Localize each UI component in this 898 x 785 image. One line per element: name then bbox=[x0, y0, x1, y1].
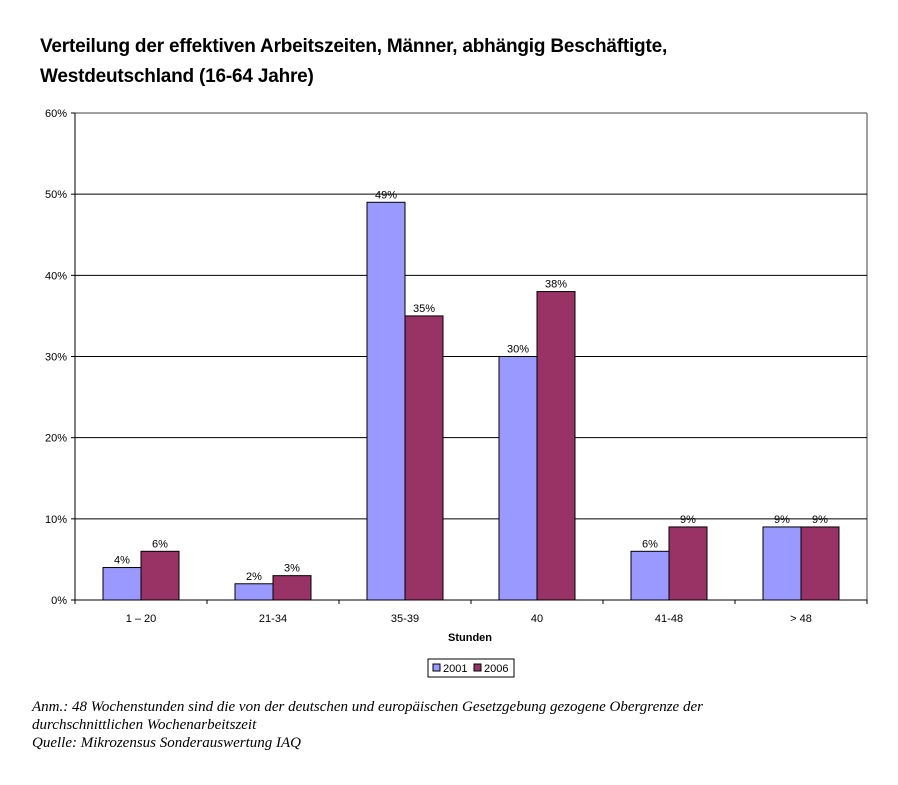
bar-2001 bbox=[366, 201, 406, 601]
bar-2006 bbox=[404, 315, 444, 601]
bar-2006 bbox=[800, 526, 840, 601]
data-label-2006: 6% bbox=[152, 538, 168, 550]
x-tick-label: 35-39 bbox=[391, 613, 419, 625]
data-label-2001: 49% bbox=[375, 189, 397, 201]
bar-2006 bbox=[536, 291, 576, 601]
footnote-source: Quelle: Mikrozensus Sonderauswertung IAQ bbox=[32, 735, 301, 751]
chart-title-line-1: Verteilung der effektiven Arbeitszeiten,… bbox=[40, 36, 668, 57]
y-tick-label: 20% bbox=[45, 433, 67, 445]
data-label-2001: 9% bbox=[774, 514, 790, 526]
bar-2006 bbox=[668, 526, 708, 601]
legend-label-2001: 2001 bbox=[443, 663, 467, 675]
chart-title-line-2: Westdeutschland (16-64 Jahre) bbox=[40, 66, 314, 87]
data-label-2006: 38% bbox=[545, 279, 567, 291]
bar-2001 bbox=[102, 567, 142, 601]
y-tick-label: 10% bbox=[45, 514, 67, 526]
footnote-annotation-cont: durchschnittlichen Wochenarbeitszeit bbox=[32, 717, 257, 733]
bar-2001 bbox=[498, 356, 538, 601]
y-tick-label: 0% bbox=[51, 595, 67, 607]
legend-swatch-2001 bbox=[432, 663, 441, 672]
data-labels: 4% 6% 2% 3% 49% 35% 30% 38% 6% 9% 9% 9% bbox=[114, 189, 828, 582]
bars bbox=[102, 201, 840, 601]
x-axis-title: Stunden bbox=[448, 632, 492, 644]
bar-2006 bbox=[140, 550, 180, 601]
y-tick-label: 40% bbox=[45, 270, 67, 282]
x-tick-label: 21-34 bbox=[259, 613, 287, 625]
data-label-2001: 30% bbox=[507, 344, 529, 356]
legend-box bbox=[427, 658, 515, 678]
data-label-2006: 35% bbox=[413, 303, 435, 315]
data-label-2001: 4% bbox=[114, 555, 130, 567]
legend-label-2006: 2006 bbox=[484, 663, 508, 675]
data-label-2001: 2% bbox=[246, 571, 262, 583]
bar-2001 bbox=[630, 550, 670, 601]
x-tick-label: 1 – 20 bbox=[126, 613, 157, 625]
data-label-2006: 9% bbox=[812, 514, 828, 526]
data-label-2006: 9% bbox=[680, 514, 696, 526]
axes: 0% 10% 20% 30% 40% 50% 60% 1 – 20 21-34 35-39 40 41… bbox=[45, 108, 868, 625]
bar-2001 bbox=[234, 583, 274, 601]
y-tick-label: 50% bbox=[45, 189, 67, 201]
y-tick-label: 60% bbox=[45, 108, 67, 120]
legend-swatch-2006 bbox=[473, 663, 482, 672]
x-tick-label: > 48 bbox=[790, 613, 812, 625]
footnote-annotation: Anm.: 48 Wochenstunden sind die von der … bbox=[32, 699, 703, 715]
bar-2001 bbox=[762, 526, 802, 601]
x-tick-label: 41-48 bbox=[655, 613, 683, 625]
legend: 2001 2006 bbox=[427, 658, 515, 678]
bar-2006 bbox=[272, 575, 312, 601]
x-tick-label: 40 bbox=[531, 613, 543, 625]
data-label-2006: 3% bbox=[284, 563, 300, 575]
gridlines bbox=[75, 112, 868, 600]
y-tick-label: 30% bbox=[45, 352, 67, 364]
data-label-2001: 6% bbox=[642, 538, 658, 550]
